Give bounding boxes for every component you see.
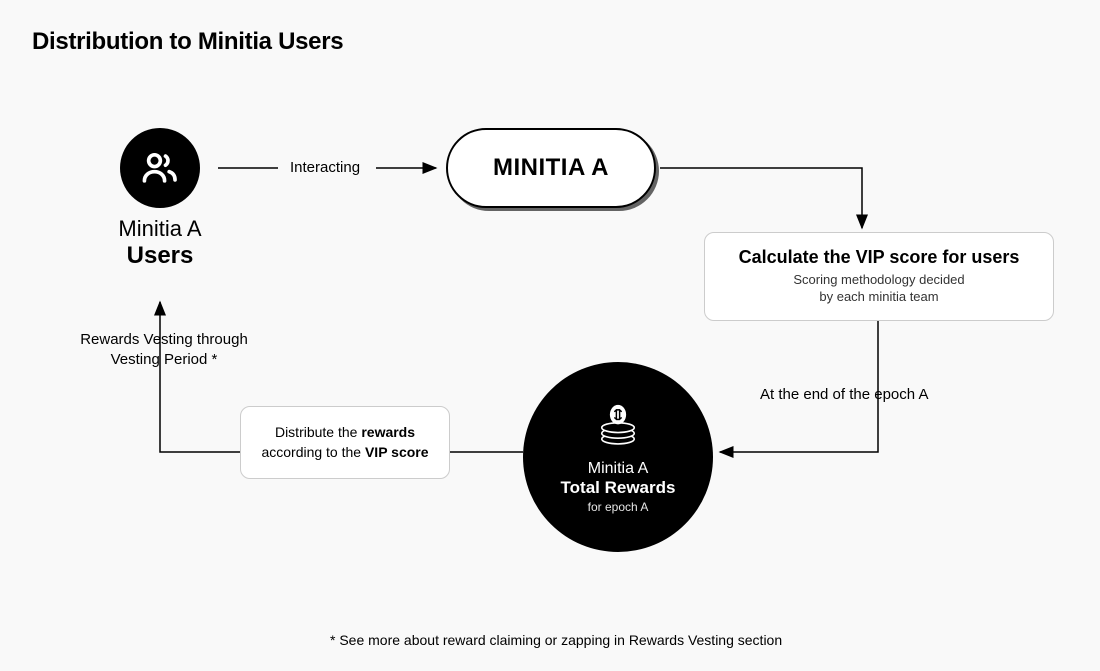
minitia-a-node: MINITIA A [446, 128, 656, 208]
edge-label-epoch-end: At the end of the epoch A [760, 385, 928, 405]
dist-text-b2: VIP score [365, 444, 429, 460]
minitia-a-label: MINITIA A [493, 154, 609, 182]
total-rewards-node: Minitia A Total Rewards for epoch A [523, 362, 713, 552]
page-title: Distribution to Minitia Users [32, 28, 343, 56]
rewards-line1: Minitia A [588, 460, 648, 478]
users-label-line1: Minitia A [92, 216, 228, 242]
dist-text-b1: rewards [361, 424, 415, 440]
footnote: * See more about reward claiming or zapp… [330, 632, 782, 648]
users-icon [138, 146, 182, 190]
rewards-line3: for epoch A [588, 500, 649, 514]
rewards-line2: Total Rewards [561, 478, 676, 498]
coins-icon [592, 400, 644, 452]
dist-text-mid: according to the [261, 444, 365, 460]
edge-label-vesting: Rewards Vesting through Vesting Period * [64, 330, 264, 371]
users-label: Minitia A Users [92, 216, 228, 270]
distribute-rewards-node: Distribute the rewards according to the … [240, 406, 450, 479]
calculate-vip-heading: Calculate the VIP score for users [723, 247, 1035, 268]
dist-text-1: Distribute the [275, 424, 361, 440]
calculate-vip-sub: Scoring methodology decided by each mini… [723, 272, 1035, 306]
users-label-line2: Users [92, 242, 228, 270]
calculate-vip-node: Calculate the VIP score for users Scorin… [704, 232, 1054, 321]
edge-label-interacting: Interacting [290, 158, 360, 178]
users-icon-circle [120, 128, 200, 208]
